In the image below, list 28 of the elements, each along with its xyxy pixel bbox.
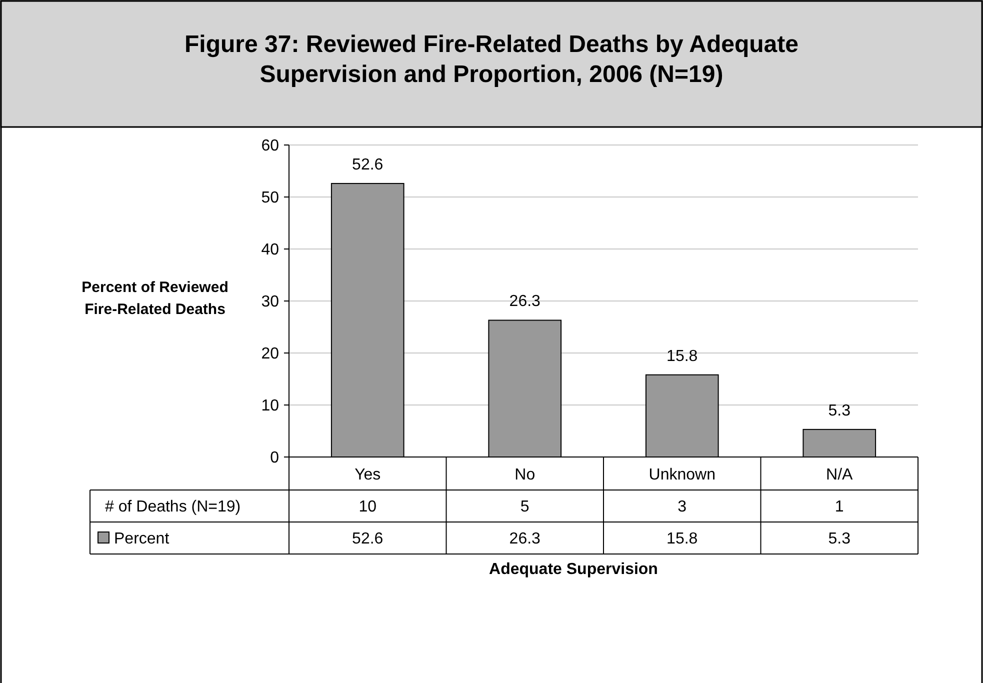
text: 5.3: [828, 530, 851, 548]
data-label: 5.3: [828, 402, 851, 420]
text: 3: [678, 498, 687, 516]
data-label: 52.6: [352, 156, 384, 174]
y-tick-label: 40: [261, 242, 280, 259]
data-label: 26.3: [509, 293, 541, 310]
text: # of Deaths (N=19): [105, 498, 241, 516]
chart-title: Figure 37: Reviewed Fire-Related Deaths by Adequate Supervision and Proportion, 2006 (N=19): [184, 31, 798, 88]
text: 15.8: [666, 530, 698, 548]
text: 1: [834, 498, 844, 516]
data-label: 15.8: [666, 348, 698, 365]
text: 5: [520, 498, 530, 516]
y-tick-label: 0: [270, 450, 280, 467]
y-tick-label: 50: [261, 190, 280, 207]
text: 10: [358, 498, 377, 516]
x-tick-label: N/A: [826, 466, 854, 484]
y-tick-label: 20: [261, 346, 280, 363]
legend-label: Percent: [114, 530, 170, 548]
y-tick-label: 60: [261, 138, 280, 155]
x-tick-label: No: [514, 466, 536, 484]
y-tick-label: 30: [261, 294, 280, 311]
x-tick-label: Yes: [354, 466, 381, 484]
x-axis-title: Adequate Supervision: [489, 561, 658, 578]
y-axis-title: Percent of Reviewed Fire-Related Deaths: [82, 279, 228, 318]
text: 52.6: [352, 530, 384, 548]
text: 26.3: [509, 530, 541, 548]
y-tick-label: 10: [261, 398, 280, 415]
x-tick-label: Unknown: [648, 466, 716, 484]
